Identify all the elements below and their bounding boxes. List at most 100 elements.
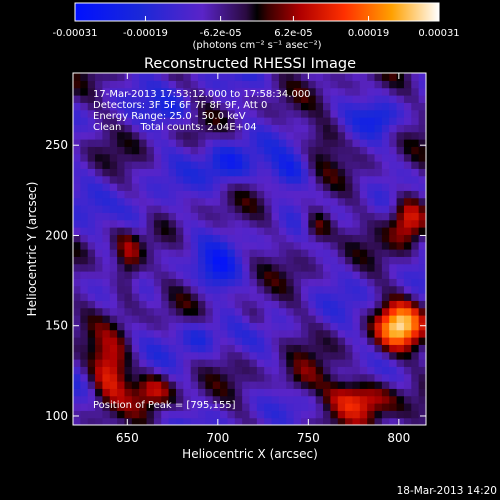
heatmap-cell xyxy=(212,241,221,250)
heatmap-cell xyxy=(323,278,331,287)
heatmap-cell xyxy=(256,124,265,133)
heatmap-cell xyxy=(352,351,361,360)
footer-timestamp: 18-Mar-2013 14:20 xyxy=(397,485,497,497)
heatmap-cell xyxy=(418,366,426,375)
heatmap-cell xyxy=(396,109,405,118)
heatmap-cell xyxy=(389,337,398,345)
heatmap-cell xyxy=(300,197,309,206)
heatmap-cell xyxy=(374,359,383,367)
heatmap-cell xyxy=(337,109,346,118)
heatmap-cell xyxy=(315,197,324,206)
heatmap-cell xyxy=(87,219,96,228)
heatmap-cell xyxy=(271,227,280,235)
heatmap-cell xyxy=(161,278,170,287)
heatmap-cell xyxy=(403,307,412,316)
heatmap-cell xyxy=(205,117,214,125)
heatmap-cell xyxy=(205,197,214,206)
heatmap-cell xyxy=(271,359,280,367)
heatmap-cell xyxy=(396,95,405,103)
heatmap-cell xyxy=(381,271,390,279)
heatmap-cell xyxy=(256,153,265,162)
heatmap-cell xyxy=(345,344,354,353)
heatmap-cell xyxy=(352,131,361,140)
heatmap-cell xyxy=(198,80,206,89)
heatmap-cell xyxy=(359,87,368,96)
heatmap-cell xyxy=(131,161,140,169)
heatmap-cell xyxy=(367,95,376,103)
heatmap-cell xyxy=(131,381,140,389)
info-annotations: 17-Mar-2013 17:53:12.000 to 17:58:34.000… xyxy=(93,89,311,411)
heatmap-cell xyxy=(352,241,361,250)
heatmap-cell xyxy=(389,381,398,389)
heatmap-cell xyxy=(308,227,317,235)
heatmap-cell xyxy=(389,95,398,103)
heatmap-cell xyxy=(293,351,302,360)
heatmap-cell xyxy=(271,322,280,331)
heatmap-cell xyxy=(396,307,405,316)
heatmap-cell xyxy=(205,227,214,235)
heatmap-cell xyxy=(131,153,140,162)
heatmap-cell xyxy=(330,351,339,360)
heatmap-cell xyxy=(264,80,273,89)
heatmap-cell xyxy=(146,146,155,155)
heatmap-cell xyxy=(242,190,251,199)
heatmap-cell xyxy=(190,256,199,265)
heatmap-cell xyxy=(300,410,309,419)
heatmap-cell xyxy=(146,263,155,272)
heatmap-cell xyxy=(205,234,214,243)
heatmap-cell xyxy=(80,359,89,367)
heatmap-cell xyxy=(345,395,354,404)
heatmap-cell xyxy=(337,410,346,419)
heatmap-cell xyxy=(411,205,420,213)
heatmap-cell xyxy=(139,359,148,367)
heatmap-cell xyxy=(330,102,339,111)
heatmap-cell xyxy=(315,73,324,81)
heatmap-cell xyxy=(175,205,184,213)
heatmap-cell xyxy=(161,234,170,243)
heatmap-cell xyxy=(73,285,81,294)
heatmap-cell xyxy=(308,381,317,389)
heatmap-cell xyxy=(264,175,273,184)
heatmap-cell xyxy=(337,263,346,272)
heatmap-cell xyxy=(293,300,302,309)
heatmap-cell xyxy=(220,381,229,389)
heatmap-cell xyxy=(146,278,155,287)
heatmap-cell xyxy=(278,124,287,133)
heatmap-cell xyxy=(300,183,309,191)
heatmap-cell xyxy=(286,263,295,272)
heatmap-cell xyxy=(95,322,104,331)
heatmap-cell xyxy=(146,87,155,96)
heatmap-cell xyxy=(293,388,302,397)
heatmap-cell xyxy=(95,359,104,367)
heatmap-cell xyxy=(418,344,426,353)
heatmap-cell xyxy=(278,373,287,382)
heatmap-cell xyxy=(131,307,140,316)
heatmap-cell xyxy=(345,219,354,228)
colorbar-tick-label: 0.00019 xyxy=(348,28,389,39)
heatmap-cell xyxy=(131,351,140,360)
heatmap-cell xyxy=(403,161,412,169)
heatmap-cell xyxy=(227,139,236,147)
heatmap-cell xyxy=(198,227,206,235)
heatmap-cell xyxy=(102,307,111,316)
heatmap-cell xyxy=(183,410,192,419)
heatmap-cell xyxy=(315,388,324,397)
heatmap-cell xyxy=(418,183,426,191)
heatmap-cell xyxy=(183,351,192,360)
heatmap-cell xyxy=(87,161,96,169)
heatmap-cell xyxy=(117,227,126,235)
heatmap-cell xyxy=(227,219,236,228)
heatmap-cell xyxy=(396,395,405,404)
heatmap-cell xyxy=(212,124,221,133)
heatmap-cell xyxy=(315,278,324,287)
heatmap-cell xyxy=(278,322,287,331)
heatmap-cell xyxy=(293,212,302,221)
heatmap-cell xyxy=(95,124,104,133)
heatmap-cell xyxy=(139,197,148,206)
heatmap-cell xyxy=(109,381,118,389)
heatmap-cell xyxy=(330,410,339,419)
heatmap-cell xyxy=(323,161,331,169)
colorbar-frame xyxy=(74,2,440,22)
heatmap-cell xyxy=(102,300,111,309)
heatmap-cell xyxy=(300,417,309,425)
